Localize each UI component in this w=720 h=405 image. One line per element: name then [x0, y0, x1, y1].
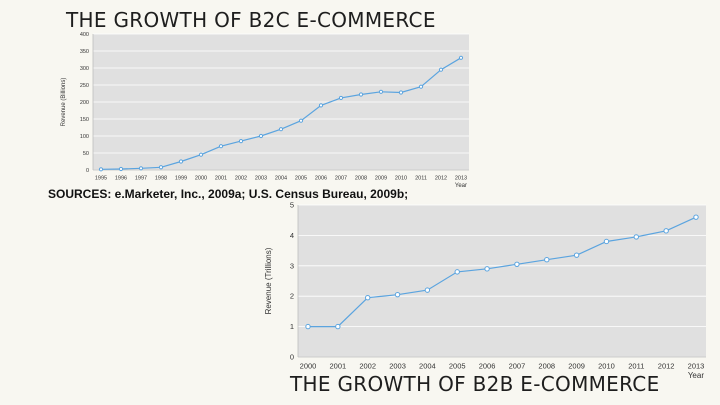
- b2b-x-tick-label: 2002: [359, 362, 376, 371]
- b2c-x-tick-label: 2009: [375, 176, 387, 182]
- b2c-y-tick-label: 300: [80, 66, 89, 72]
- b2b-x-axis-title: Year: [688, 371, 705, 380]
- b2b-x-tick-label: 2005: [449, 362, 466, 371]
- b2b-data-point: [603, 238, 610, 245]
- b2b-y-axis-title: Revenue (Trillions): [264, 247, 273, 314]
- b2c-chart-title: THE GROWTH OF B2C E-COMMERCE: [66, 8, 436, 32]
- b2b-x-tick-label: 2011: [628, 362, 644, 371]
- b2b-data-point: [305, 323, 311, 330]
- b2b-x-tick-label: 2007: [509, 362, 526, 371]
- b2c-data-point: [418, 84, 424, 89]
- sources-citation: SOURCES: e.Marketer, Inc., 2009a; U.S. C…: [48, 187, 409, 201]
- b2b-data-point: [663, 228, 669, 234]
- b2c-data-point: [358, 92, 364, 97]
- b2b-x-tick-label: 2010: [598, 362, 615, 371]
- b2c-x-tick-label: 2008: [355, 176, 367, 182]
- b2c-x-tick-label: 2003: [255, 176, 267, 182]
- b2b-x-tick-label: 2006: [479, 362, 496, 371]
- b2c-x-tick-label: 2013: [455, 176, 467, 182]
- b2b-chart-title: THE GROWTH OF B2B E-COMMERCE: [290, 372, 660, 396]
- b2c-x-tick-label: 1996: [115, 176, 127, 182]
- b2c-data-point: [238, 139, 244, 144]
- b2b-x-tick-label: 2008: [538, 362, 555, 371]
- b2c-data-point: [338, 95, 344, 101]
- b2c-x-tick-label: 2012: [435, 176, 447, 182]
- b2b-data-point: [633, 234, 640, 240]
- b2c-data-point: [398, 90, 404, 95]
- b2c-x-tick-label: 2006: [315, 176, 327, 182]
- b2b-y-tick-label: 5: [290, 201, 294, 210]
- b2c-x-tick-label: 1998: [155, 176, 167, 182]
- b2c-data-point: [118, 166, 124, 172]
- b2c-x-tick-label: 2011: [415, 176, 427, 182]
- b2c-data-point: [318, 103, 324, 108]
- b2b-x-tick-label: 2001: [330, 362, 347, 371]
- b2b-x-tick-label: 2004: [419, 362, 436, 371]
- b2b-x-tick-label: 2009: [568, 362, 585, 371]
- b2c-data-point: [458, 55, 464, 60]
- b2c-y-tick-label: 400: [80, 32, 89, 38]
- b2b-data-point: [693, 214, 699, 220]
- b2c-y-tick-label: 250: [80, 83, 89, 89]
- b2c-y-tick-label: 350: [80, 49, 89, 55]
- b2c-x-tick-label: 2004: [275, 176, 287, 182]
- b2c-x-tick-label: 2010: [395, 176, 407, 182]
- b2b-data-point: [514, 261, 520, 267]
- b2b-y-tick-label: 1: [290, 322, 294, 331]
- b2c-data-point: [178, 159, 184, 164]
- b2b-line-chart: 0 1 2 3 4 5 2000 2001 2002 2003 2004 2005 2006 2007 20…: [264, 201, 706, 380]
- b2c-x-tick-label: 1995: [95, 176, 107, 182]
- b2b-y-tick-label: 2: [290, 292, 294, 301]
- b2b-data-point: [394, 291, 401, 298]
- b2c-data-point: [198, 152, 204, 157]
- b2c-data-point: [258, 133, 264, 139]
- b2b-data-point: [364, 295, 371, 301]
- b2b-data-point: [335, 323, 341, 330]
- b2c-data-point: [98, 167, 104, 172]
- b2b-y-tick-label: 4: [290, 231, 294, 240]
- b2c-data-point: [158, 165, 164, 170]
- b2c-data-point: [298, 118, 304, 123]
- b2c-x-tick-label: 2005: [295, 176, 307, 182]
- b2c-data-point: [218, 144, 224, 149]
- b2b-x-tick-label: 2003: [389, 362, 406, 371]
- b2b-data-point: [544, 257, 550, 263]
- b2c-data-point: [278, 127, 284, 132]
- b2c-data-point: [438, 67, 444, 72]
- b2b-data-point: [484, 266, 490, 272]
- b2c-x-axis-title: Year: [455, 183, 467, 189]
- b2c-x-tick-label: 1999: [175, 176, 187, 182]
- b2c-data-point: [378, 89, 384, 94]
- b2c-line-chart: 0 50 100 150 200 250 300 350 400 1995 1996 1997 1998…: [61, 32, 469, 189]
- b2c-y-tick-label: 50: [83, 151, 89, 157]
- b2c-data-point: [138, 166, 144, 171]
- b2c-y-axis-title: Revenue (Billions): [61, 78, 67, 127]
- b2b-data-point: [424, 287, 431, 293]
- b2c-y-tick-label: 150: [80, 117, 89, 123]
- b2c-x-tick-label: 2001: [215, 176, 227, 182]
- b2b-series-line: [308, 216, 697, 328]
- b2b-data-point: [454, 269, 460, 275]
- b2c-x-tick-label: 2002: [235, 176, 247, 182]
- b2b-y-tick-label: 3: [290, 261, 294, 270]
- b2c-x-tick-label: 2000: [195, 176, 207, 182]
- b2c-y-tick-label: 100: [80, 134, 89, 140]
- b2c-y-tick-label: 200: [80, 100, 89, 106]
- b2c-y-tick-label: 0: [86, 168, 89, 174]
- b2b-x-tick-label: 2013: [688, 362, 705, 371]
- b2b-x-tick-label: 2012: [658, 362, 675, 371]
- b2c-x-tick-label: 2007: [335, 176, 347, 182]
- b2b-plot-area: [298, 205, 706, 357]
- b2c-x-tick-label: 1997: [135, 176, 147, 182]
- b2b-y-tick-label: 0: [290, 353, 294, 362]
- b2b-data-point: [573, 252, 580, 258]
- b2b-x-tick-label: 2000: [300, 362, 317, 371]
